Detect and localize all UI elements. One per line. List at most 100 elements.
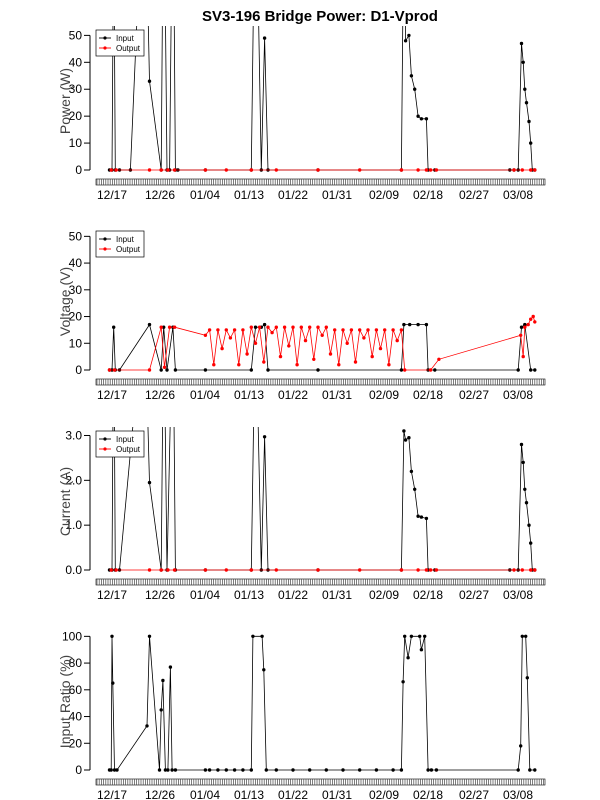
data-point [524,101,529,105]
data-point [520,568,524,572]
data-point [374,768,379,772]
data-point [519,41,524,46]
data-point [224,568,228,572]
y-tick-label: 1.0 [65,518,82,532]
x-tick-label: 01/13 [234,588,264,602]
data-point [167,325,172,329]
data-point [529,317,533,321]
data-point [416,568,420,572]
data-point [274,768,278,772]
data-point [531,314,535,319]
x-tick-label: 01/13 [234,788,264,800]
chart-panel-2: 0 10 20 30 40 50 Voltage (V) 12/17 12/26 01/04 01/… [57,229,546,402]
y-tick-label: 3.0 [65,428,82,442]
data-point [145,724,149,728]
data-point [399,168,404,172]
x-tick-label: 01/22 [278,388,308,402]
data-point [143,299,146,302]
data-point [159,568,163,572]
x-tick-label: 12/17 [97,388,127,402]
x-tick-label: 01/13 [234,188,264,202]
data-point [401,680,405,684]
y-tick-label: 40 [69,710,83,724]
data-point [407,436,411,440]
data-point [349,328,354,332]
data-point [224,328,228,332]
x-tick-label: 03/08 [503,788,533,800]
x-tick-label: 02/27 [459,388,489,402]
x-tick-label: 02/09 [369,588,399,602]
data-point [399,328,404,332]
y-tick-label: 0.0 [65,563,82,577]
data-point [109,568,113,572]
data-point [165,368,169,372]
data-point [245,352,249,356]
chart-title: SV3-196 Bridge Power: D1-Vprod [202,8,438,25]
data-point [533,368,537,372]
y-tick-label: 30 [69,82,83,96]
data-point [157,768,162,772]
data-point [260,634,264,638]
x-tick-label: 02/27 [459,788,489,800]
x-tick-label: 02/18 [413,388,443,402]
data-point [406,656,410,660]
data-point [249,325,253,329]
y-tick-label: 30 [69,283,83,297]
data-point [216,768,220,772]
data-point [519,325,524,329]
data-point [512,168,516,172]
x-tick-label: 03/08 [503,588,533,602]
data-point [173,768,178,772]
data-point [308,768,312,772]
data-point [391,768,395,772]
data-point [387,363,391,367]
data-point [270,330,274,335]
y-tick-label: 10 [69,136,83,150]
legend-entry-input: Input [116,34,135,43]
data-point [147,368,152,372]
data-point [107,368,112,372]
data-point [237,363,241,367]
data-point [216,328,220,332]
x-tick-label: 02/27 [459,188,489,202]
data-point [516,768,520,772]
data-point [262,435,267,439]
data-point [428,168,433,172]
data-point [166,768,170,772]
data-point [526,322,530,327]
data-point [424,516,429,521]
data-point [395,338,399,343]
data-point [220,346,224,351]
y-tick-label: 80 [69,656,83,670]
data-point [529,568,533,572]
data-point [399,768,404,772]
data-point [262,322,267,327]
x-axis-hatch-bar [95,178,546,186]
data-point [308,325,312,329]
series-line-input [109,26,535,171]
y-tick-label: 2.0 [65,473,82,487]
data-point [527,119,531,124]
legend-box [95,29,145,57]
data-point [274,168,278,172]
data-point [328,352,333,356]
data-point [274,568,278,572]
data-point [403,39,408,43]
data-point [426,768,430,772]
data-point [162,325,166,329]
data-point [407,33,411,38]
data-point [166,168,170,172]
data-point [533,168,537,172]
data-point [413,87,417,91]
y-tick-label: 40 [69,256,83,270]
data-point [262,668,266,672]
chart-panel-4: 0 20 40 60 80 100 Input Ratio (%) 12/17 12/26 01/… [57,629,546,800]
x-tick-label: 01/22 [278,588,308,602]
x-tick-label: 02/18 [413,588,443,602]
x-tick-label: 01/31 [322,388,352,402]
data-point [424,568,429,572]
data-point [274,325,278,329]
data-point [147,168,152,172]
legend-swatch-point [103,36,107,40]
